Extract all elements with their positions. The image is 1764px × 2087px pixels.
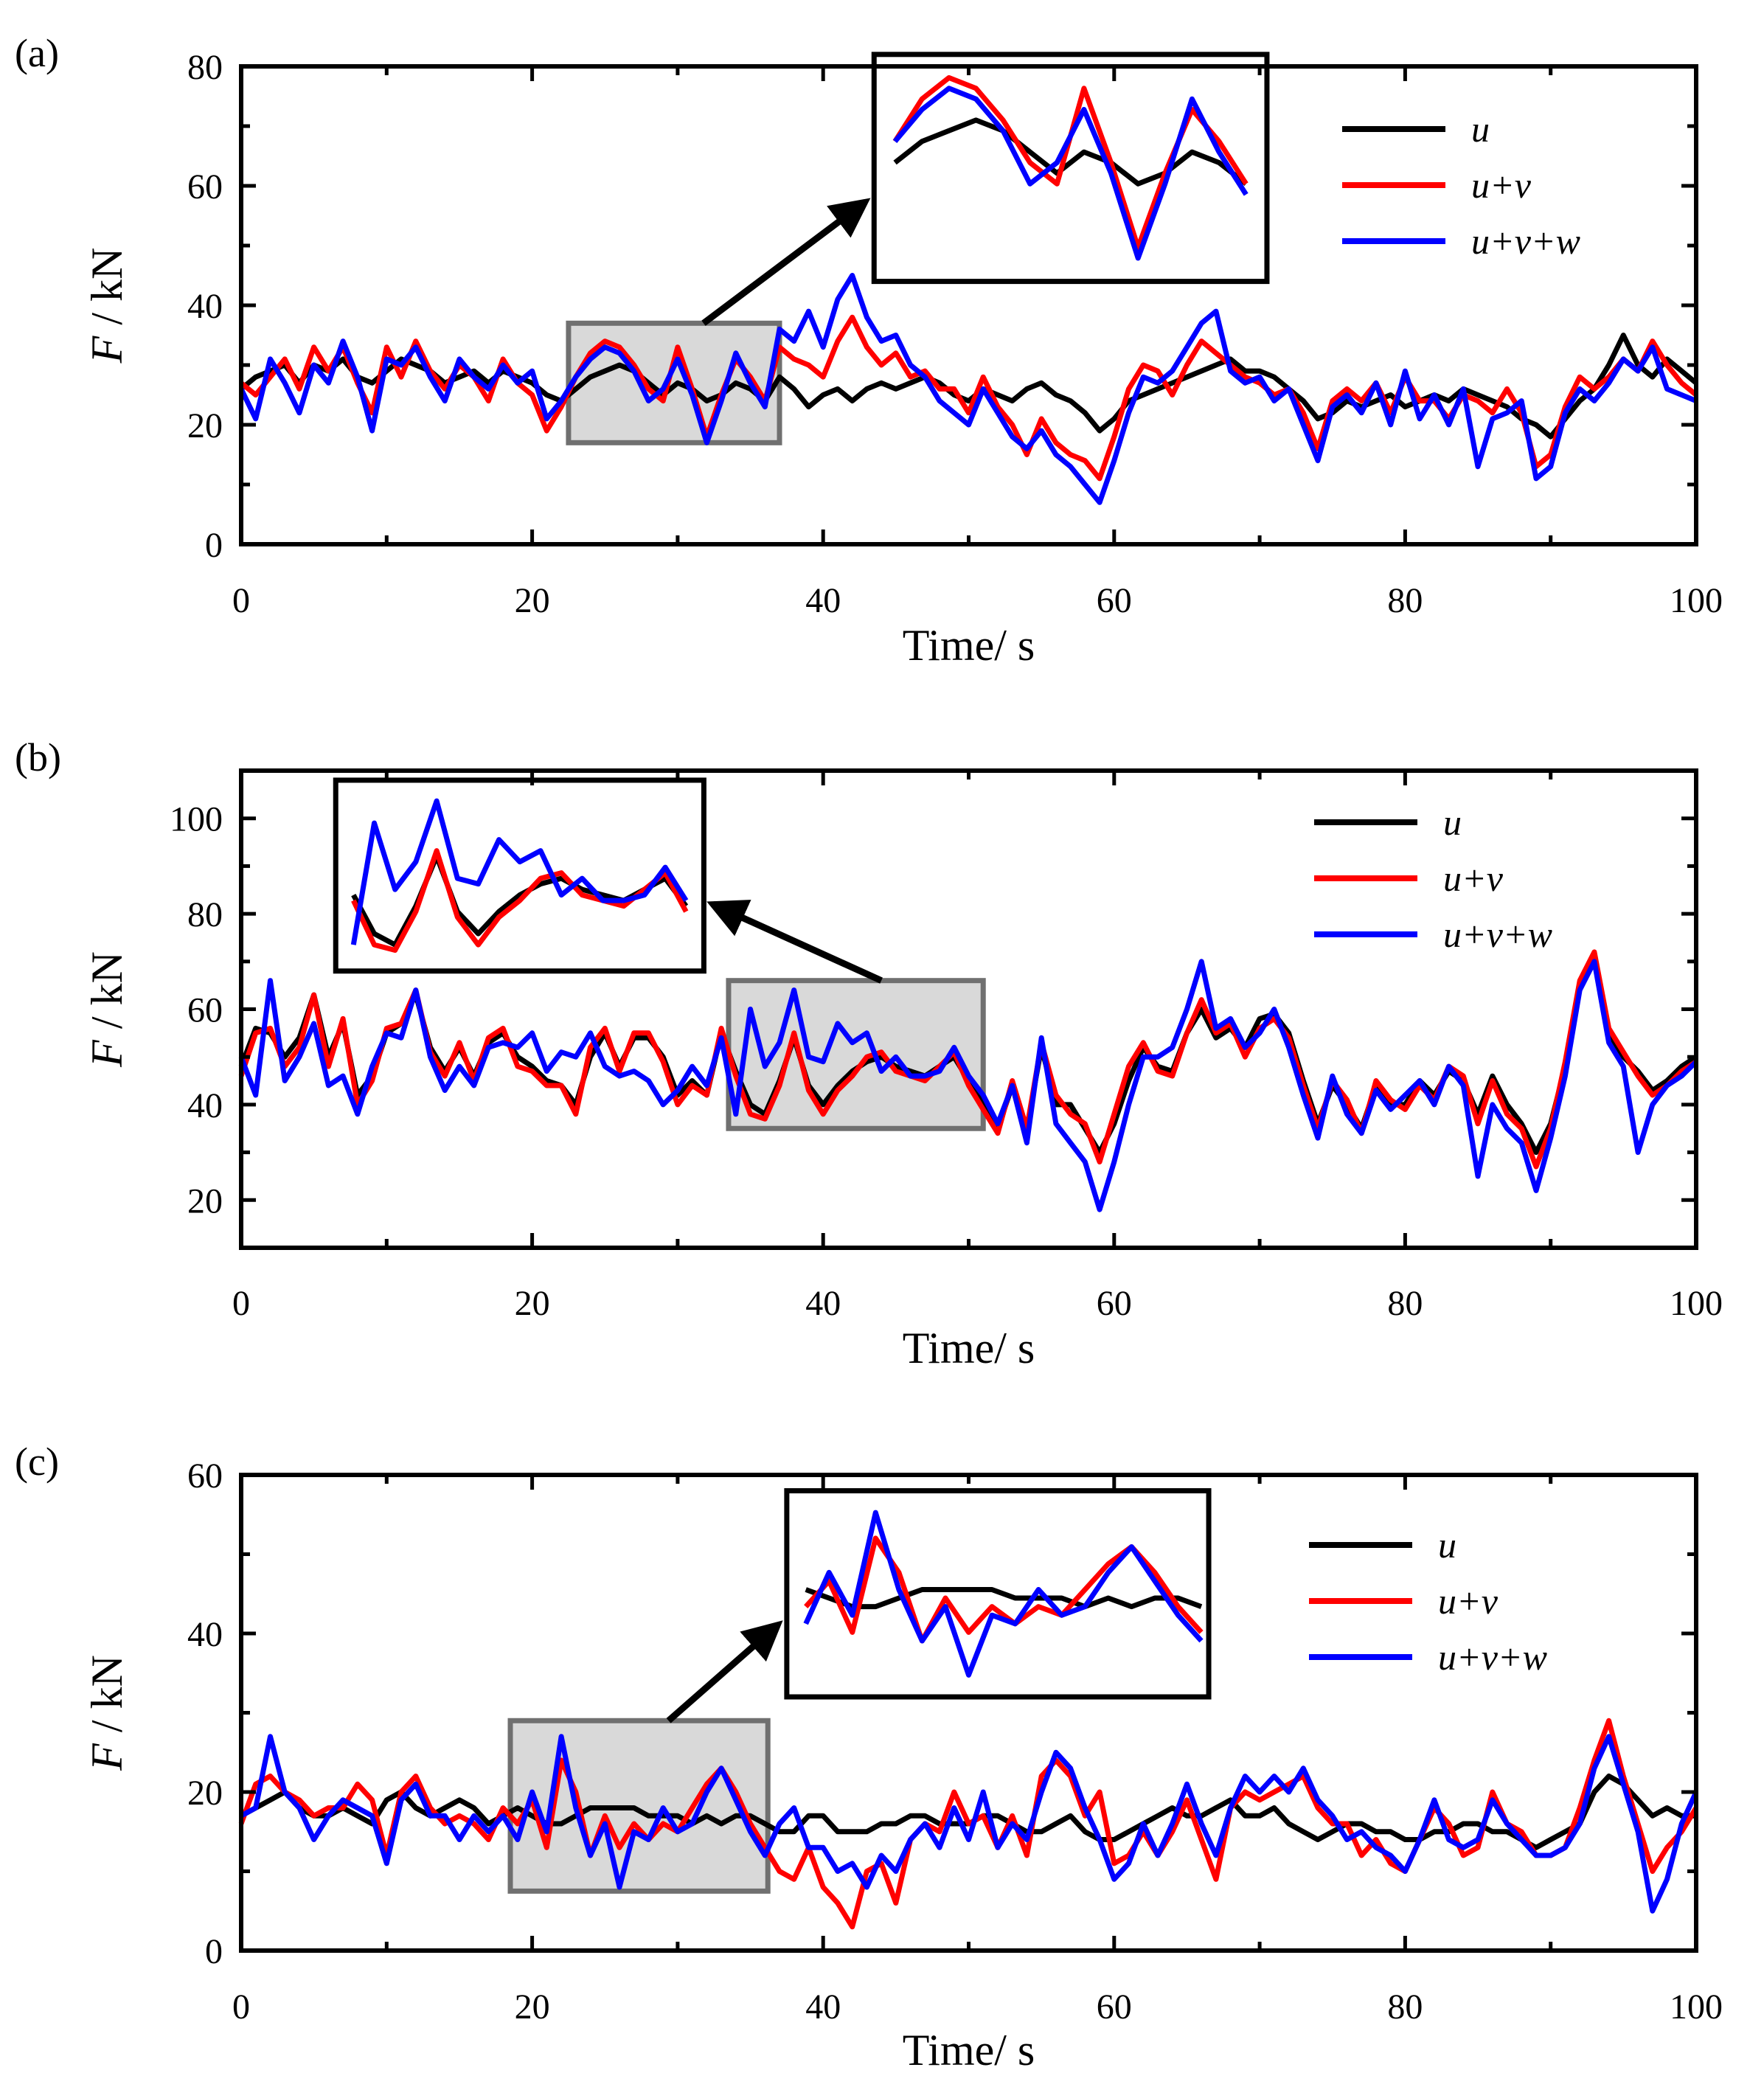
y-axis-title-symbol: F	[83, 1743, 131, 1771]
y-tick-label: 80	[187, 48, 223, 87]
x-tick-label: 60	[1097, 1284, 1132, 1323]
panel-label-b: (b)	[15, 735, 61, 779]
panel-label-c: (c)	[15, 1440, 59, 1484]
panel-b: (b) 0 20 40 60 80 100 20 40 60 80 100 Time/ s F / kN…	[15, 735, 1723, 1372]
x-tick-label: 100	[1670, 1987, 1723, 2027]
panel-c: (c) 0 20 40 60 80 100 0 20 40 60 Time/ s F / kN u u+v…	[15, 1440, 1723, 2074]
legend-label: u+v+w	[1471, 220, 1580, 262]
series-group	[238, 949, 1698, 1212]
x-tick-label: 0	[232, 1284, 250, 1323]
y-tick-label: 60	[187, 167, 223, 206]
legend-label: u+v	[1438, 1580, 1499, 1622]
legend-label: u+v	[1471, 164, 1532, 206]
x-axis-title: Time/ s	[903, 621, 1035, 670]
series-line-u+v+w	[238, 959, 1698, 1212]
legend-label: u	[1471, 108, 1490, 150]
y-axis-title-symbol: F	[83, 335, 131, 364]
y-tick-label: 80	[187, 895, 223, 934]
x-tick-label: 80	[1387, 1987, 1423, 2027]
x-axis-title: Time/ s	[903, 1324, 1035, 1372]
y-axis-title-unit: / kN	[83, 1655, 131, 1743]
x-tick-label: 20	[515, 1284, 550, 1323]
x-tick-label: 40	[805, 581, 841, 620]
x-tick-label: 20	[515, 581, 550, 620]
series-line-u+v	[238, 1718, 1698, 1930]
y-tick-label: 40	[187, 1615, 223, 1654]
x-tick-label: 100	[1670, 1284, 1723, 1323]
inset-line-u	[893, 117, 1248, 187]
zoom-arrow	[666, 1620, 783, 1723]
legend-label: u+v+w	[1443, 914, 1552, 955]
y-tick-label: 40	[187, 1086, 223, 1125]
series-group	[238, 1718, 1699, 1930]
y-axis-title-symbol: F	[83, 1039, 131, 1068]
y-tick-label: 0	[205, 1932, 223, 1971]
y-tick-label: 20	[187, 1774, 223, 1813]
zoom-arrow	[706, 900, 883, 984]
y-tick-label: 0	[205, 526, 223, 565]
series-line-u+v+w	[238, 273, 1698, 505]
zoom-arrow	[701, 198, 871, 326]
inset-line-u	[805, 1587, 1203, 1610]
y-tick-label: 20	[187, 1181, 223, 1220]
y-axis-title: F / kN	[83, 1655, 131, 1771]
inset-line-u+v+w	[892, 86, 1249, 261]
x-tick-label: 0	[232, 1987, 250, 2027]
y-axis-title-unit: / kN	[83, 951, 131, 1040]
x-tick-label: 0	[232, 581, 250, 620]
panel-label-a: (a)	[15, 31, 59, 75]
series-line-u	[239, 333, 1698, 440]
inset-box	[871, 52, 1270, 285]
legend-label: u	[1438, 1524, 1456, 1566]
inset-line-u+v+w	[350, 798, 689, 945]
y-tick-label: 60	[187, 1456, 223, 1496]
x-tick-label: 80	[1387, 581, 1423, 620]
x-tick-label: 40	[805, 1284, 841, 1323]
y-tick-label: 20	[187, 406, 223, 445]
legend-label: u+v+w	[1438, 1636, 1547, 1678]
x-axis-title: Time/ s	[903, 2026, 1035, 2074]
x-tick-label: 80	[1387, 1284, 1423, 1323]
y-axis-title: F / kN	[83, 248, 131, 364]
series-group	[238, 273, 1698, 505]
inset-line-u+v+w	[803, 1510, 1204, 1678]
y-axis-title: F / kN	[83, 951, 131, 1068]
legend-label: u+v	[1443, 858, 1504, 899]
series-line-u+v+w	[240, 1734, 1699, 1914]
x-tick-label: 100	[1670, 581, 1723, 620]
y-tick-label: 60	[187, 991, 223, 1030]
legend-label: u	[1443, 802, 1462, 843]
y-tick-label: 100	[170, 800, 223, 839]
x-tick-label: 60	[1097, 1987, 1132, 2027]
x-tick-label: 40	[805, 1987, 841, 2027]
y-tick-label: 40	[187, 287, 223, 326]
x-tick-label: 20	[515, 1987, 550, 2027]
x-tick-label: 60	[1097, 581, 1132, 620]
y-axis-title-unit: / kN	[83, 248, 131, 336]
